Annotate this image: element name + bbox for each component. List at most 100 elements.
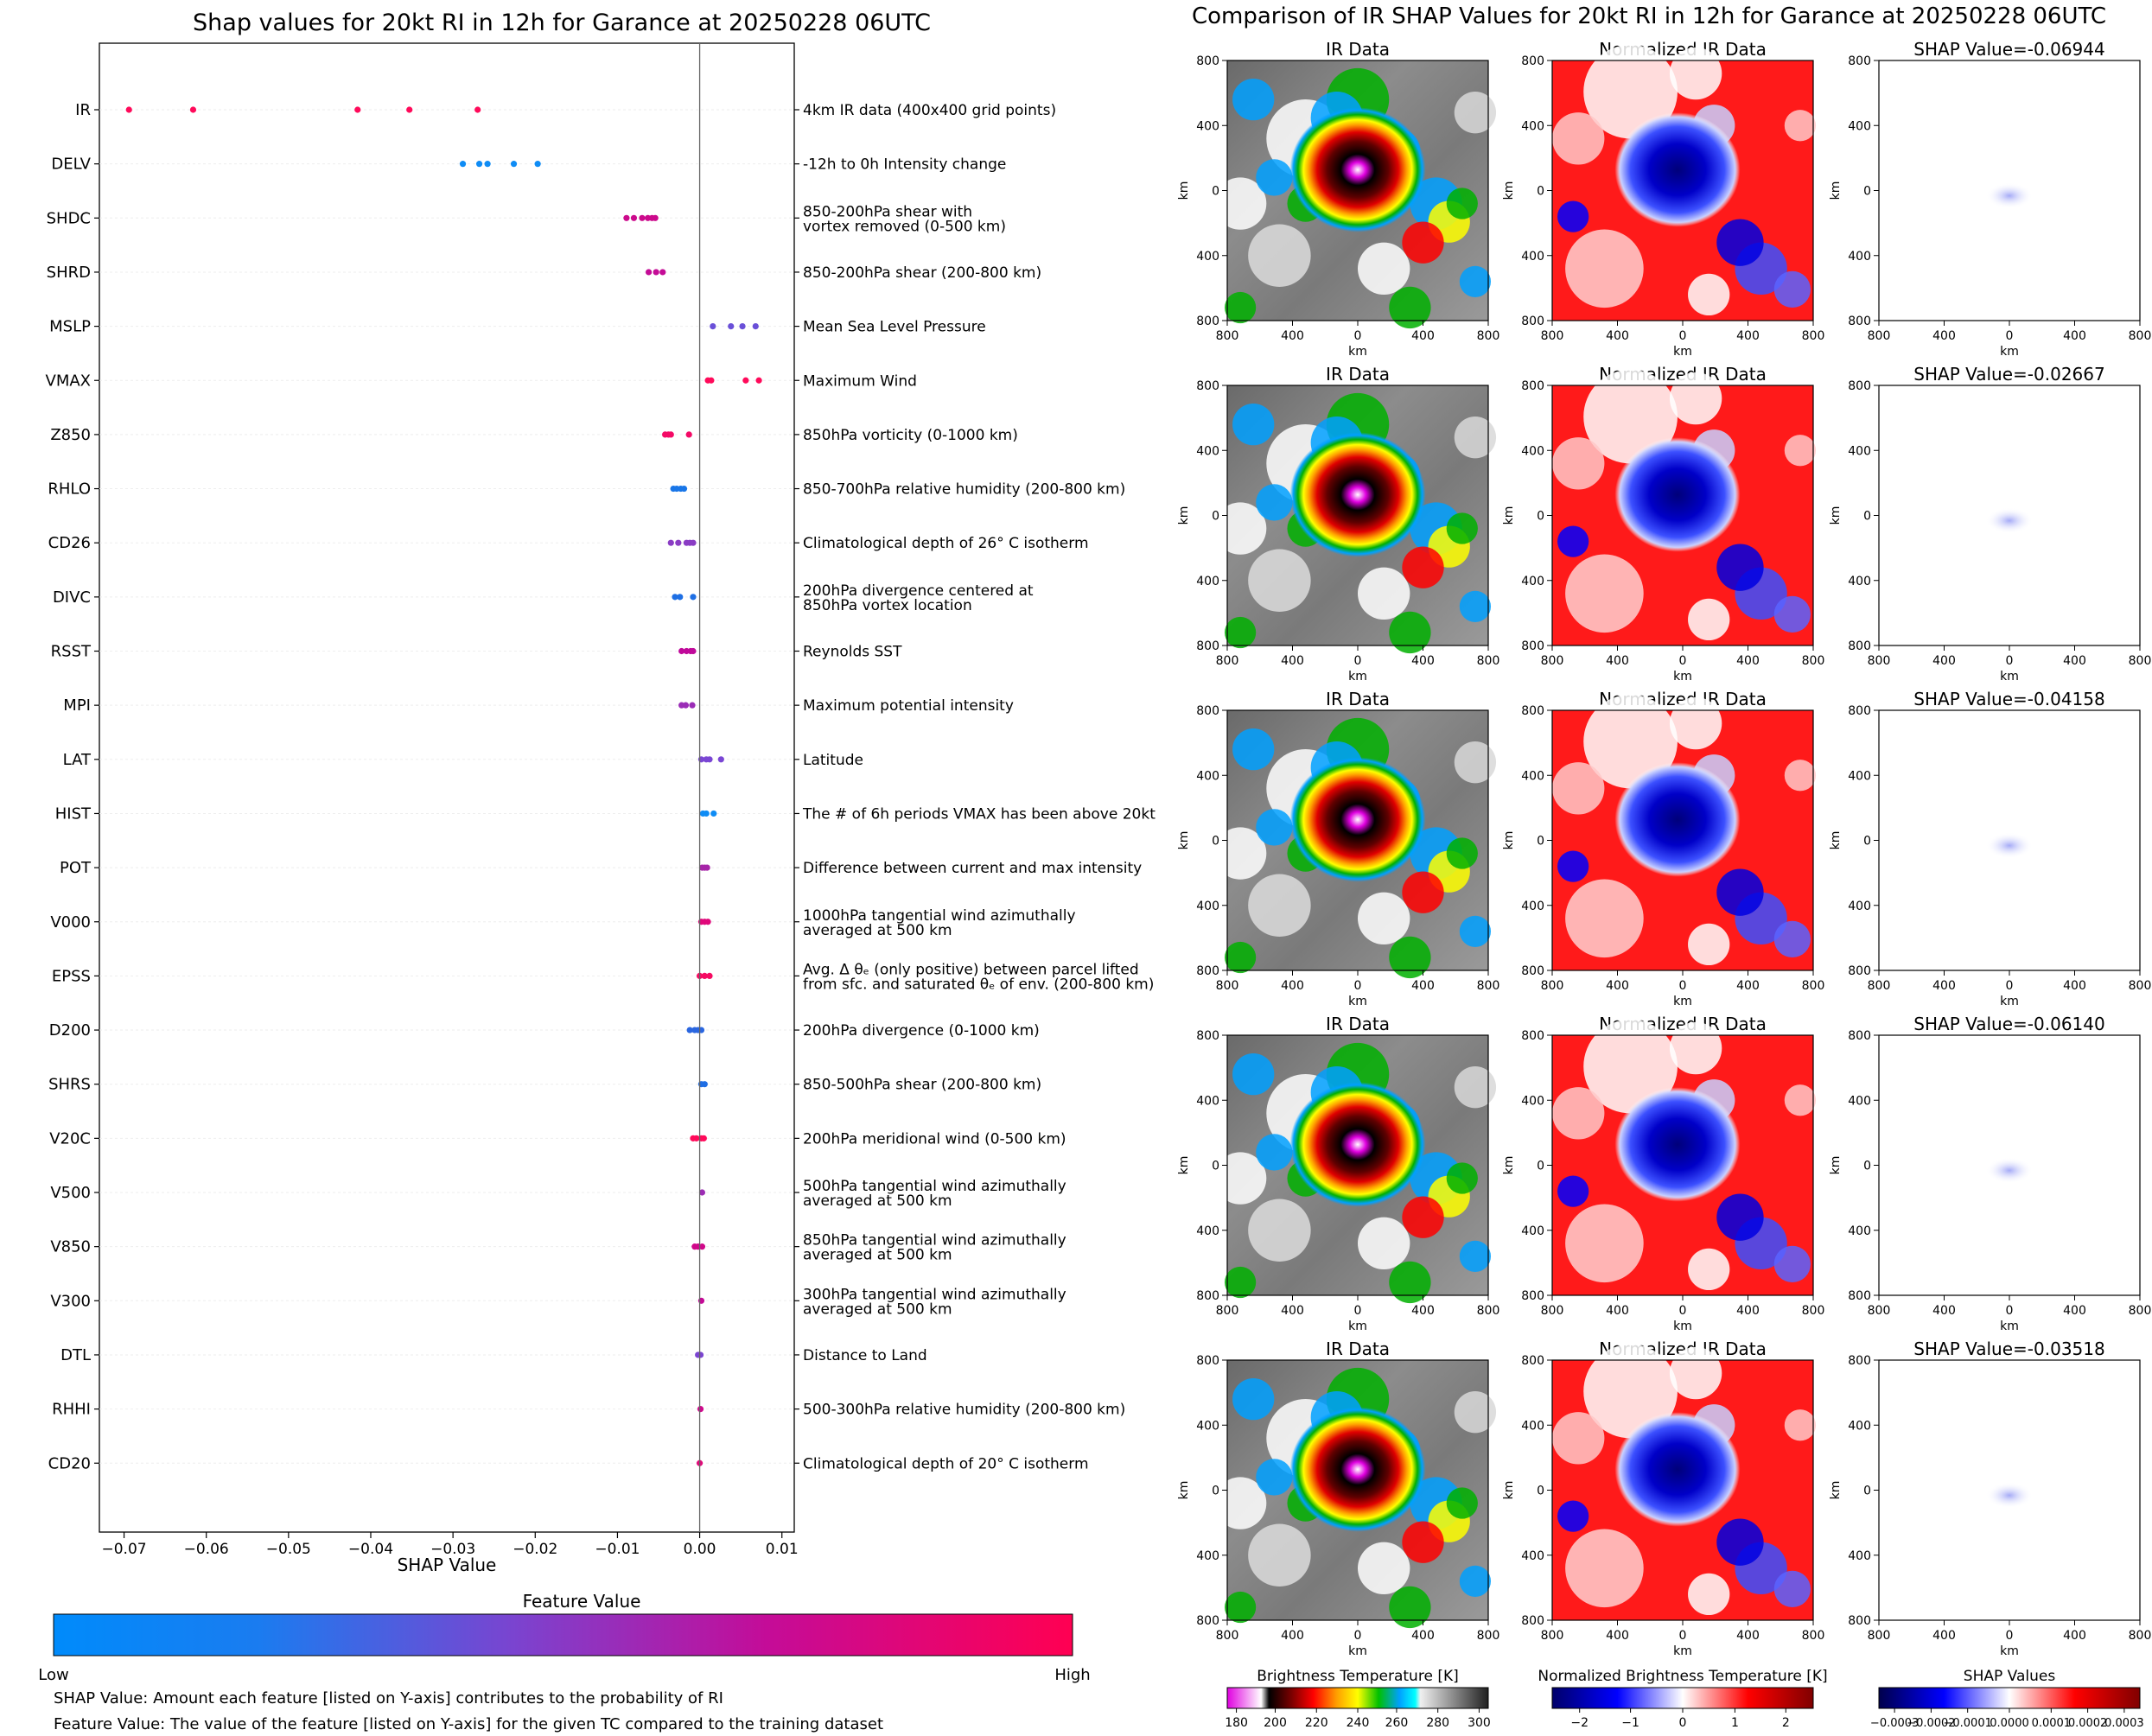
x-tick-label: 400 [2063, 1304, 2086, 1318]
feature-description: 1000hPa tangential wind azimuthally [803, 907, 1076, 925]
norm-feature [1688, 273, 1730, 316]
feature-row-shrd: SHRD 850-200hPa shear (200-800 km) [47, 264, 1041, 282]
y-axis-label: km [1829, 831, 1843, 850]
shap-point [682, 702, 690, 709]
comparison-title: Comparison of IR SHAP Values for 20kt RI… [1192, 3, 2106, 29]
y-tick-label: 0 [1212, 1485, 1219, 1498]
shap-value-note: SHAP Value: Amount each feature [listed … [54, 1689, 723, 1707]
norm-feature [1557, 1175, 1589, 1207]
shap-plot-frame [99, 42, 795, 1533]
feature-description: Maximum potential intensity [803, 697, 1014, 715]
x-tick-label: 800 [1868, 1304, 1891, 1318]
norm-feature [1552, 1412, 1605, 1465]
shap-point [703, 810, 710, 817]
y-tick-label: 800 [1196, 639, 1219, 653]
x-axis-label: km [1348, 1644, 1367, 1658]
y-tick-label: 800 [1521, 639, 1544, 653]
colorbar-tick-label: 300 [1468, 1716, 1491, 1730]
feature-label: HIST [55, 804, 92, 823]
feature-row-pot: POT Difference between current and max in… [60, 859, 1142, 877]
y-tick-label: 400 [1521, 575, 1544, 588]
cloud-feature [1446, 837, 1478, 869]
colorbar-gradient [1878, 1687, 2141, 1709]
colorbar-tick-label: −2 [1570, 1716, 1589, 1730]
shap-point [623, 214, 630, 221]
colorbar-title: Brightness Temperature [K] [1257, 1668, 1458, 1685]
colorbar-2: Normalized Brightness Temperature [K] −2 −… [1538, 1668, 1827, 1730]
y-tick-label: 0 [1212, 510, 1219, 524]
feature-description: vortex removed (0-500 km) [803, 218, 1006, 235]
y-tick-label: 400 [1848, 444, 1871, 458]
y-axis-label: km [1177, 181, 1191, 200]
norm-feature [1552, 437, 1605, 490]
y-tick-label: 800 [1196, 704, 1219, 718]
shap-point [680, 485, 688, 493]
colorbar-tick-label: 0.0002 [2068, 1717, 2108, 1730]
cloud-feature [1248, 1199, 1311, 1262]
cloud-feature [1256, 809, 1293, 846]
y-tick-label: 800 [1848, 1289, 1871, 1303]
shap-point [697, 1406, 704, 1413]
shap-point [742, 377, 749, 384]
x-tick-label: 0 [1679, 979, 1687, 993]
y-tick-label: 400 [1848, 1224, 1871, 1238]
panel-title: IR Data [1326, 39, 1390, 60]
image-panel-r5-c2: Normalized IR Data8008004004000040040080… [1502, 1339, 1824, 1658]
shap-point [685, 431, 692, 438]
x-tick-label: 800 [1802, 1629, 1825, 1643]
feature-label: MSLP [49, 318, 91, 336]
norm-feature [1669, 47, 1722, 100]
shap-point [354, 106, 361, 113]
colorbar-tick-label: 180 [1225, 1716, 1248, 1730]
y-tick-label: 0 [1863, 185, 1871, 199]
feature-description: averaged at 500 km [803, 1300, 952, 1318]
x-tick-label: 800 [1216, 654, 1239, 668]
feature-description: -12h to 0h Intensity change [803, 156, 1006, 174]
norm-feature [1557, 1500, 1589, 1532]
shap-point [639, 214, 646, 221]
norm-feature [1565, 1204, 1644, 1283]
shap-point [675, 539, 682, 546]
cloud-feature [1256, 1459, 1293, 1496]
shap-point [698, 1189, 706, 1196]
y-axis-label: km [1177, 1481, 1191, 1500]
x-tick-label: 400 [1606, 1304, 1629, 1318]
y-tick-label: 800 [1521, 964, 1544, 978]
shap-point [630, 214, 638, 221]
x-tick-label: 0 [1354, 979, 1362, 993]
y-axis-label: km [1829, 1481, 1843, 1500]
norm-feature [1669, 1346, 1722, 1400]
feature-label: EPSS [52, 967, 91, 985]
panel-title: SHAP Value=-0.04158 [1913, 689, 2104, 709]
shap-point [701, 972, 708, 979]
x-tick-label: 400 [1606, 979, 1629, 993]
shap-point [474, 106, 481, 113]
panel-title: SHAP Value=-0.06944 [1913, 39, 2104, 60]
feature-label: DTL [60, 1346, 91, 1364]
y-axis-label: km [1829, 1156, 1843, 1175]
cloud-feature [1402, 1196, 1444, 1238]
colorbar-tick-label: 200 [1264, 1716, 1287, 1730]
cloud-feature [1389, 611, 1431, 654]
x-tick-label: 400 [1736, 654, 1760, 668]
y-axis-label: km [1177, 831, 1191, 850]
x-tick-label: 800 [1802, 1304, 1825, 1318]
colorbar-low-label: Low [38, 1666, 68, 1684]
y-tick-label: 800 [1848, 964, 1871, 978]
feature-description: from sfc. and saturated θₑ of env. (200-… [803, 976, 1154, 993]
feature-label: CD26 [48, 534, 91, 552]
cyclone-core [1289, 107, 1426, 232]
cloud-feature [1459, 265, 1492, 297]
x-axis-label: km [2000, 345, 2019, 359]
cloud-feature [1389, 936, 1431, 979]
y-tick-label: 800 [1521, 379, 1544, 393]
y-tick-label: 400 [1521, 900, 1544, 913]
feature-row-ir: IR 4km IR data (400x400 grid points) [75, 101, 1056, 119]
x-tick-label: −0.06 [184, 1541, 229, 1558]
image-colorbars: Brightness Temperature [K] 180 200 220 240 26… [1225, 1668, 2143, 1730]
feature-description: 500hPa tangential wind azimuthally [803, 1178, 1066, 1195]
feature-row-hist: HIST The # of 6h periods VMAX has been ab… [55, 804, 1156, 823]
y-tick-label: 800 [1196, 1029, 1219, 1043]
norm-feature [1773, 1245, 1811, 1283]
